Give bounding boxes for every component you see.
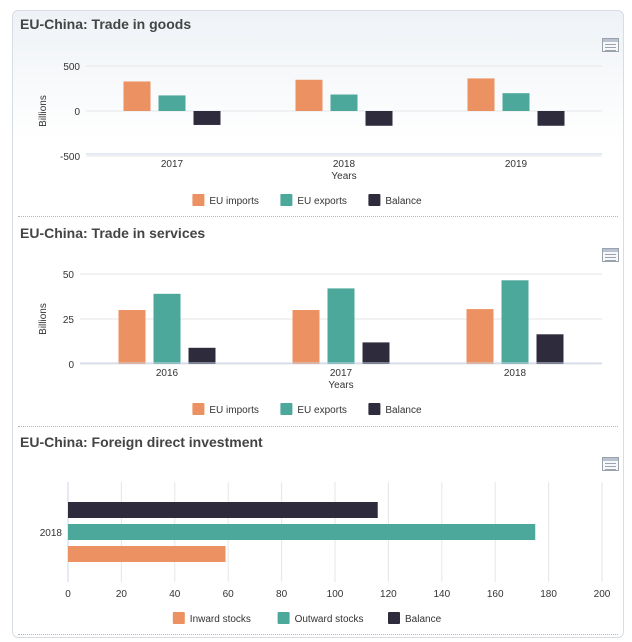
y-tick-label: 0 bbox=[74, 107, 80, 118]
fdi-panel-title: EU-China: Foreign direct investment bbox=[20, 434, 263, 450]
x-tick-label: 180 bbox=[540, 589, 557, 600]
bar-eu-exports bbox=[158, 95, 186, 111]
x-tick-label: 160 bbox=[487, 589, 504, 600]
legend-item[interactable]: Balance bbox=[385, 405, 422, 416]
bar-balance bbox=[188, 347, 216, 364]
x-tick-label: 20 bbox=[116, 589, 128, 600]
separator bbox=[18, 426, 618, 427]
bar-outward-stocks bbox=[68, 524, 536, 540]
legend-item[interactable]: EU imports bbox=[209, 196, 258, 207]
bar-balance bbox=[68, 502, 378, 518]
data-table-icon[interactable] bbox=[602, 38, 619, 52]
legend-item[interactable]: Balance bbox=[385, 196, 422, 207]
x-tick-label: 100 bbox=[327, 589, 344, 600]
data-table-icon[interactable] bbox=[602, 248, 619, 262]
legend-item[interactable]: Outward stocks bbox=[295, 614, 364, 625]
legend-swatch-0 bbox=[172, 612, 185, 624]
bar-eu-imports bbox=[292, 310, 320, 364]
services-panel-title: EU-China: Trade in services bbox=[20, 225, 206, 241]
bar-eu-imports bbox=[467, 78, 495, 111]
legend-swatch-1 bbox=[280, 403, 293, 415]
bar-eu-imports bbox=[118, 310, 146, 364]
legend-swatch-2 bbox=[388, 612, 400, 624]
y-axis-title: Billions bbox=[38, 303, 49, 335]
x-tick-label: 2018 bbox=[504, 368, 527, 379]
goods-panel-title: EU-China: Trade in goods bbox=[20, 16, 192, 32]
bar-balance bbox=[365, 111, 393, 126]
legend-item[interactable]: EU exports bbox=[297, 196, 346, 207]
bar-eu-imports bbox=[123, 81, 151, 111]
y-tick-label: 25 bbox=[63, 315, 75, 326]
bar-eu-imports bbox=[295, 79, 323, 111]
x-tick-label: 2017 bbox=[161, 159, 184, 170]
bar-eu-imports bbox=[466, 309, 494, 364]
legend-swatch-0 bbox=[192, 403, 205, 415]
legend-swatch-0 bbox=[192, 194, 205, 206]
x-tick-label: 2019 bbox=[505, 159, 528, 170]
y-tick-label: 500 bbox=[63, 62, 80, 73]
separator bbox=[18, 634, 618, 635]
bar-balance bbox=[193, 111, 221, 125]
bar-balance bbox=[362, 342, 390, 364]
bar-balance bbox=[536, 334, 564, 364]
y-tick-label: -500 bbox=[60, 152, 80, 163]
bar-eu-exports bbox=[327, 288, 355, 364]
x-axis-title: Years bbox=[328, 380, 353, 391]
legend-swatch-2 bbox=[368, 403, 381, 415]
legend-swatch-1 bbox=[277, 612, 290, 624]
legend-swatch-1 bbox=[280, 194, 293, 206]
x-tick-label: 2018 bbox=[333, 159, 356, 170]
legend-item[interactable]: Balance bbox=[405, 614, 442, 625]
bar-eu-exports bbox=[330, 94, 358, 111]
x-tick-label: 2016 bbox=[156, 368, 179, 379]
separator bbox=[18, 216, 618, 217]
x-axis-title: Years bbox=[331, 171, 356, 182]
y-axis-title: Billions bbox=[38, 95, 49, 127]
x-tick-label: 200 bbox=[594, 589, 611, 600]
bar-eu-exports bbox=[153, 293, 181, 364]
x-tick-label: 60 bbox=[223, 589, 235, 600]
x-tick-label: 2017 bbox=[330, 368, 353, 379]
y-tick-label: 0 bbox=[68, 360, 74, 371]
bar-inward-stocks bbox=[68, 546, 226, 562]
x-tick-label: 80 bbox=[276, 589, 288, 600]
bar-balance bbox=[537, 111, 565, 126]
y-tick-label: 50 bbox=[63, 270, 75, 281]
data-table-icon[interactable] bbox=[602, 457, 619, 471]
bar-eu-exports bbox=[502, 93, 530, 111]
y-tick-label: 2018 bbox=[40, 528, 63, 539]
x-tick-label: 120 bbox=[380, 589, 397, 600]
fdi-chart: 0 20 40 60 80 100 120 140 160 180 200 2018 Inward st… bbox=[40, 482, 611, 625]
legend-swatch-2 bbox=[368, 194, 381, 206]
goods-chart: 500 0 -500 Billions 2017 2018 2019 Years EU impo… bbox=[38, 62, 602, 207]
legend-item[interactable]: Inward stocks bbox=[190, 614, 251, 625]
x-tick-label: 40 bbox=[169, 589, 181, 600]
services-chart: 50 25 0 Billions 2016 2017 2018 Years EU imports… bbox=[38, 270, 602, 416]
x-tick-label: 0 bbox=[65, 589, 71, 600]
x-tick-label: 140 bbox=[433, 589, 450, 600]
legend-item[interactable]: EU imports bbox=[209, 405, 258, 416]
legend-item[interactable]: EU exports bbox=[297, 405, 346, 416]
bar-eu-exports bbox=[501, 280, 529, 364]
